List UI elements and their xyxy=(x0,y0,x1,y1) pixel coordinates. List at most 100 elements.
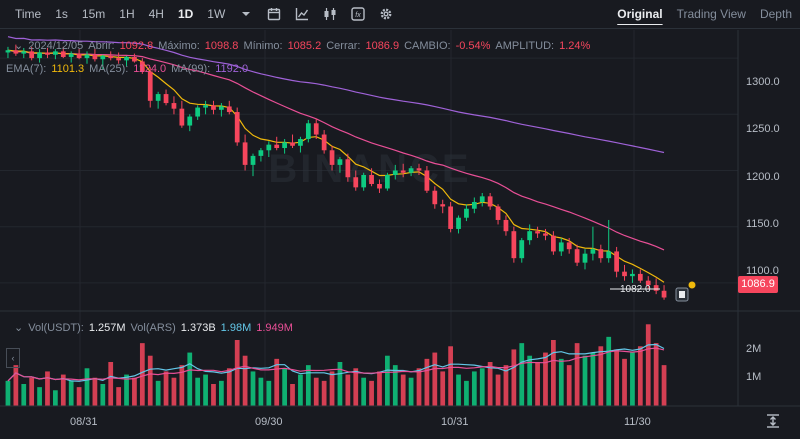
candle-body xyxy=(5,50,11,53)
candle-body xyxy=(377,183,382,189)
interval-4h[interactable]: 4H xyxy=(148,7,164,21)
candle-body xyxy=(282,142,287,149)
interval-1w[interactable]: 1W xyxy=(207,7,226,21)
volume-bar xyxy=(645,324,651,406)
candle-body xyxy=(479,196,485,202)
interval-time[interactable]: Time xyxy=(15,7,42,21)
candle-body xyxy=(653,285,659,291)
date-tick: 11/30 xyxy=(624,416,651,428)
candle-body xyxy=(487,196,493,207)
ma99-line xyxy=(7,36,665,154)
volume-bar xyxy=(369,380,374,406)
volume-bar xyxy=(471,371,477,406)
ma99-value: 1192.0 xyxy=(215,63,249,75)
collapse-panel-button[interactable]: ‹ xyxy=(6,348,20,368)
vol-ars-value: 1.373B xyxy=(180,321,216,334)
candle-body xyxy=(13,50,19,54)
tab-original[interactable]: Original xyxy=(617,7,663,21)
candle-body xyxy=(37,52,42,59)
volume-bar xyxy=(203,374,208,406)
interval-15m[interactable]: 15m xyxy=(81,7,106,21)
axis-settings-icon[interactable] xyxy=(764,412,782,430)
candle-body xyxy=(187,116,193,126)
interval-1s[interactable]: 1s xyxy=(55,7,68,21)
candle-body xyxy=(464,208,469,218)
ema-label[interactable]: EMA(7): xyxy=(6,63,47,75)
candle-body xyxy=(84,54,90,59)
volume-bar xyxy=(45,371,50,406)
volume-bar xyxy=(37,387,42,406)
candle-body xyxy=(385,174,390,189)
volume-bar xyxy=(566,365,572,406)
candle-body xyxy=(321,134,327,151)
volume-bar xyxy=(495,374,501,406)
candle-body xyxy=(298,139,303,146)
candle-body xyxy=(116,58,121,61)
interval-1d[interactable]: 1D xyxy=(177,7,194,21)
binance-watermark: BINANCE xyxy=(268,147,471,191)
candle-body xyxy=(582,253,588,263)
candle-body xyxy=(242,142,248,165)
volume-bar xyxy=(456,374,461,406)
volume-bar xyxy=(361,377,367,406)
candle-body xyxy=(108,55,114,59)
alert-icon[interactable] xyxy=(675,281,696,302)
chevron-down-icon[interactable]: ⌄ xyxy=(14,40,24,52)
volume-bar xyxy=(53,390,58,406)
candle-body xyxy=(448,206,453,229)
candle-body xyxy=(266,144,272,151)
open-label: Abrir: xyxy=(88,39,115,52)
candle-body xyxy=(290,142,295,146)
date-tick: 08/31 xyxy=(70,416,98,428)
svg-text:fx: fx xyxy=(356,12,362,19)
candle-body xyxy=(543,233,548,236)
tab-depth[interactable]: Depth xyxy=(759,7,792,21)
fx-icon[interactable]: fx xyxy=(344,7,372,21)
volume-bar xyxy=(147,355,153,406)
interval-1h[interactable]: 1H xyxy=(119,7,135,21)
candle-body xyxy=(100,55,106,60)
gear-icon[interactable] xyxy=(372,7,400,21)
calendar-icon[interactable] xyxy=(260,7,288,21)
candle-body xyxy=(535,231,540,234)
ohlc-date: 2024/12/05 xyxy=(28,39,84,52)
tab-trading-view[interactable]: Trading View xyxy=(676,7,746,21)
chevron-down-icon[interactable]: ⌄ xyxy=(14,322,24,334)
price-tick: 1150.0 xyxy=(746,218,779,230)
volume-bar xyxy=(108,362,114,406)
candle-body xyxy=(551,235,556,252)
volume-bar xyxy=(558,358,564,406)
candle-body xyxy=(329,150,335,165)
volume-bar xyxy=(250,371,256,406)
amplitude-label: AMPLITUD: xyxy=(495,39,555,52)
ema-value: 1101.3 xyxy=(51,63,85,75)
candle-body xyxy=(305,123,311,140)
volume-bar xyxy=(290,384,295,406)
ma25-label[interactable]: MA(25): xyxy=(89,63,129,75)
close-value: 1086.9 xyxy=(365,39,400,52)
candle-body xyxy=(527,231,533,241)
volume-bar xyxy=(503,365,509,406)
ma99-label[interactable]: MA(99): xyxy=(171,63,211,75)
price-axis[interactable]: 1300.0 1250.0 1200.0 1150.0 1100.0 xyxy=(740,30,800,311)
volume-bar xyxy=(329,371,335,406)
candle-body xyxy=(139,61,145,72)
interval-selector: Time 1s 15m 1H 4H 1D 1W fx xyxy=(0,7,400,21)
volume-bar xyxy=(234,340,240,406)
volume-bar xyxy=(76,387,82,406)
candle-body xyxy=(424,170,430,191)
vol-ma-value: 1.98M xyxy=(220,321,252,334)
candle-body xyxy=(408,168,414,173)
vol-ars-label: Vol(ARS) xyxy=(130,321,176,334)
candle-body xyxy=(503,219,509,232)
volume-legend: ⌄ Vol(USDT): 1.257M Vol(ARS) 1.373B 1.98… xyxy=(14,321,293,335)
volume-bar xyxy=(321,380,327,406)
volume-bar xyxy=(92,377,98,406)
chevron-down-icon[interactable] xyxy=(232,9,260,19)
candle-type-icon[interactable] xyxy=(316,7,344,21)
volume-bar xyxy=(68,380,74,406)
vol-usdt-label: Vol(USDT): xyxy=(28,321,84,334)
volume-bar xyxy=(313,377,319,406)
indicator-icon[interactable] xyxy=(288,7,316,21)
